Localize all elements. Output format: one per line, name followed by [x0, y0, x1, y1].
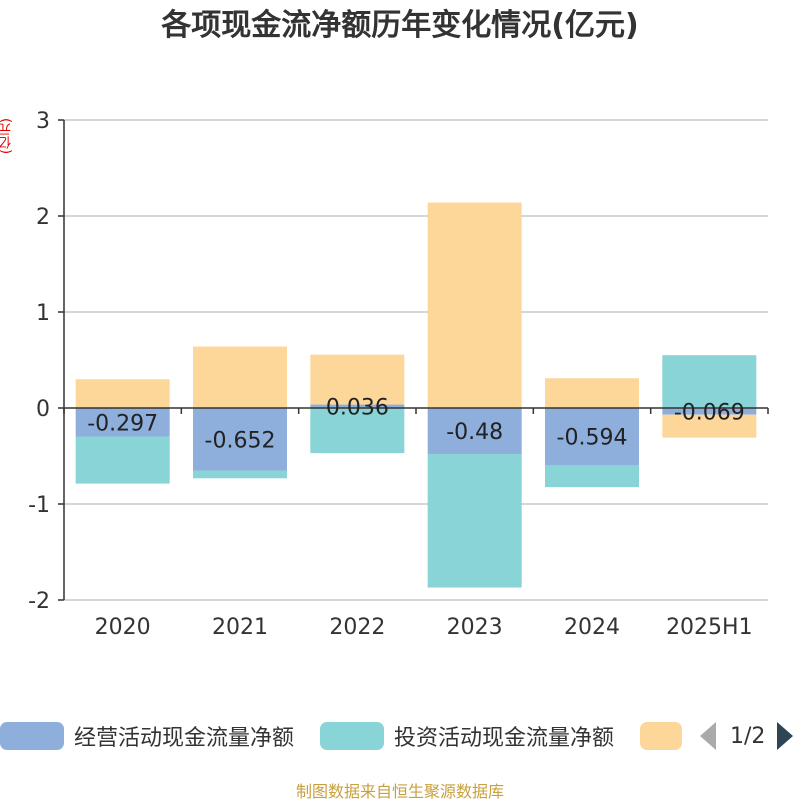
data-source-note: 制图数据来自恒生聚源数据库 [295, 782, 504, 801]
data-label-operating: -0.594 [557, 426, 628, 451]
y-tick-label: -1 [28, 493, 50, 518]
bar-operating [75, 408, 170, 437]
legend-item-operating[interactable]: 经营活动现金流量净额 [0, 720, 294, 752]
chart-title: 各项现金流净额历年变化情况(亿元) [161, 8, 639, 43]
bar-operating [662, 408, 757, 415]
x-tick-label: 2024 [564, 615, 620, 640]
data-label-operating: -0.297 [87, 411, 158, 436]
bar-investing [545, 465, 639, 488]
legend: 经营活动现金流量净额 投资活动现金流量净额 1/2 [0, 716, 800, 756]
legend-swatch-investing [320, 722, 384, 750]
bar-financing [662, 414, 757, 438]
x-tick-label: 2023 [447, 615, 503, 640]
data-label-operating: -0.48 [446, 420, 503, 445]
x-tick-label: 2022 [329, 615, 385, 640]
data-label-operating: -0.069 [674, 400, 745, 425]
y-tick-label: 3 [36, 109, 50, 134]
bar-investing [75, 436, 170, 484]
legend-page-indicator: 1/2 [730, 723, 766, 749]
legend-pager: 1/2 [700, 720, 794, 752]
prev-page-icon[interactable] [700, 722, 716, 750]
legend-label-investing: 投资活动现金流量净额 [394, 726, 615, 751]
legend-swatch-operating [0, 722, 64, 750]
bar-financing [310, 354, 405, 405]
legend-item-financing[interactable] [640, 720, 692, 752]
bar-financing [427, 202, 522, 408]
bar-financing [75, 379, 170, 408]
x-tick-label: 2025H1 [666, 615, 753, 640]
data-label-operating: -0.652 [205, 428, 276, 453]
bar-operating [427, 408, 522, 455]
y-tick-label: -2 [28, 589, 50, 614]
bar-financing [545, 378, 639, 408]
bar-financing [193, 346, 287, 408]
bar-operating [193, 408, 287, 471]
legend-item-investing[interactable]: 投资活动现金流量净额 [320, 720, 614, 752]
bar-investing [427, 454, 522, 588]
next-page-icon[interactable] [777, 722, 794, 750]
y-tick-label: 0 [36, 397, 50, 422]
data-label-operating: 0.036 [326, 395, 389, 420]
legend-label-operating: 经营活动现金流量净额 [74, 726, 295, 751]
bar-investing [193, 470, 287, 479]
bar-operating [545, 408, 639, 466]
bar-investing [310, 408, 405, 454]
chart-plot: -2 -1 0 1 2 3 2020 2021 2022 2023 2024 2025H1 -0.297… [28, 109, 769, 640]
y-tick-label: 1 [36, 301, 50, 326]
x-tick-label: 2020 [95, 615, 151, 640]
y-tick-label: 2 [36, 205, 50, 230]
x-tick-label: 2021 [212, 615, 268, 640]
bar-investing [662, 355, 757, 408]
legend-swatch-financing [640, 722, 682, 750]
bar-operating [310, 404, 405, 408]
